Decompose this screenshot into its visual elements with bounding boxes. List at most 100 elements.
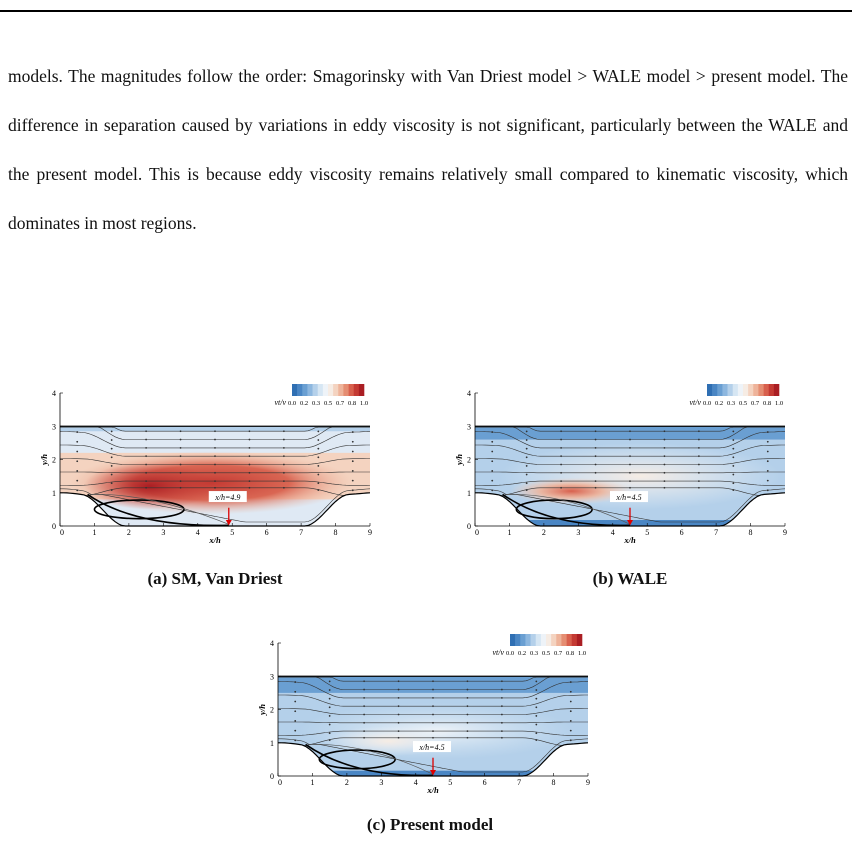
colorbar-segment: [768, 384, 775, 396]
colorbar-segment: [737, 384, 744, 396]
colorbar-tick-label: 1.0: [578, 650, 586, 657]
streamline-marker: [569, 747, 572, 749]
colorbar-segment: [322, 384, 329, 396]
streamline-marker: [328, 715, 331, 717]
streamline-marker: [351, 479, 354, 482]
x-tick-label: 8: [749, 528, 753, 537]
streamlines-b: [475, 426, 785, 523]
colorbar-label: νt/ν: [492, 648, 504, 657]
streamline-marker: [466, 736, 469, 739]
colorbar-tick-label: 1.0: [775, 400, 783, 407]
colorbar-tick-label: 0.3: [530, 650, 538, 657]
streamline-marker: [214, 471, 216, 474]
streamline-marker: [629, 446, 631, 449]
streamline-marker: [629, 480, 631, 483]
y-tick-label: 3: [270, 672, 274, 681]
colorbar-segment: [571, 634, 578, 646]
streamline-marker: [317, 439, 320, 441]
x-tick-label: 5: [645, 528, 649, 537]
streamline-marker: [397, 688, 400, 691]
streamline-marker: [214, 486, 216, 489]
figure-panel-b: 0 1 2 3 4 5 6 7 8 9 0 1 2 3 4 x/h y/h x/h=4.5 νt/ν 0.0 0.2 0.…: [454, 384, 787, 545]
streamline-marker: [110, 456, 113, 459]
streamline-marker: [491, 470, 494, 472]
streamline-marker: [214, 438, 216, 441]
streamline-marker: [76, 450, 79, 453]
streamline-marker: [569, 720, 572, 722]
streamline-marker: [629, 486, 631, 489]
streamline-marker: [328, 680, 331, 683]
streamline-marker: [363, 713, 366, 716]
streamline-marker: [179, 463, 182, 466]
streamline-marker: [535, 732, 538, 735]
streamline-marker: [594, 455, 597, 458]
x-tick-label: 2: [345, 778, 349, 787]
streamline-marker: [732, 447, 735, 450]
y-axis-label: y/h: [454, 454, 464, 466]
streamline-marker: [76, 479, 79, 482]
colorbar-segment: [773, 384, 780, 396]
streamline-marker: [560, 480, 563, 483]
y-tick-label: 0: [467, 522, 471, 531]
streamline-marker: [317, 456, 320, 459]
streamline-marker: [663, 486, 666, 489]
y-tick-label: 0: [52, 522, 56, 531]
streamline-marker: [351, 440, 354, 443]
streamline-marker: [179, 430, 182, 433]
streamline-marker: [214, 455, 216, 458]
streamline-marker: [732, 473, 735, 476]
colorbar-tick-label: 0.2: [300, 400, 308, 407]
x-tick-label: 8: [334, 528, 338, 537]
x-tick-label: 6: [680, 528, 684, 537]
streamline-marker: [766, 440, 769, 443]
figure-panel-c: 0 1 2 3 4 5 6 7 8 9 0 1 2 3 4 x/h y/h x/h=4.5 νt/ν 0.0 0.2 0.…: [257, 634, 590, 795]
annotation-box: [610, 491, 648, 503]
streamline-marker: [214, 463, 216, 466]
streamline-marker: [214, 480, 216, 483]
colorbar-tick-label: 0.7: [336, 400, 345, 407]
streamline-marker: [317, 473, 320, 476]
streamline-marker: [594, 480, 597, 483]
streamline-marker: [76, 440, 79, 443]
streamline-marker: [145, 430, 148, 433]
streamline-marker: [732, 465, 735, 467]
streamline-marker: [351, 460, 354, 463]
colorbar-segment: [551, 634, 557, 646]
streamline-marker: [294, 710, 297, 713]
streamline-marker: [466, 721, 469, 724]
streamline-marker: [560, 463, 563, 466]
x-tick-label: 5: [448, 778, 452, 787]
colorbar-segment: [348, 384, 355, 396]
streamline-marker: [629, 471, 631, 474]
streamline-marker: [697, 446, 700, 449]
colorbar-segment: [748, 384, 754, 396]
colorbar-segment: [338, 384, 344, 396]
streamline-marker: [76, 497, 79, 500]
streamline-marker: [491, 460, 494, 463]
x-axis-label: x/h: [426, 785, 439, 795]
colorbar-tick-label: 0.0: [703, 400, 711, 407]
colorbar-segment: [732, 384, 739, 396]
reattachment-label: x/h=4.9: [214, 493, 240, 502]
streamline-marker: [525, 447, 528, 450]
streamline-marker: [110, 489, 113, 491]
streamline-marker: [500, 721, 503, 724]
x-tick-label: 1: [310, 778, 314, 787]
y-tick-label: 2: [52, 456, 56, 465]
reattachment-arrowhead: [430, 770, 436, 776]
colorbar-segment: [333, 384, 339, 396]
x-axis-label: x/h: [623, 535, 636, 545]
caption-c: (c) Present model: [366, 815, 494, 834]
streamline-marker: [766, 497, 769, 499]
streamline-marker: [697, 438, 700, 441]
streamline-marker: [697, 486, 700, 489]
y-tick-label: 3: [467, 422, 471, 431]
body-paragraph: models. The magnitudes follow the order:…: [8, 66, 848, 233]
colorbar-segment: [727, 384, 734, 396]
streamline-marker: [697, 430, 700, 433]
x-tick-label: 0: [60, 528, 64, 537]
streamline-marker: [282, 486, 285, 489]
streamline-marker: [491, 479, 494, 482]
streamline-marker: [500, 696, 503, 699]
recirculation-vortex: [318, 749, 396, 770]
